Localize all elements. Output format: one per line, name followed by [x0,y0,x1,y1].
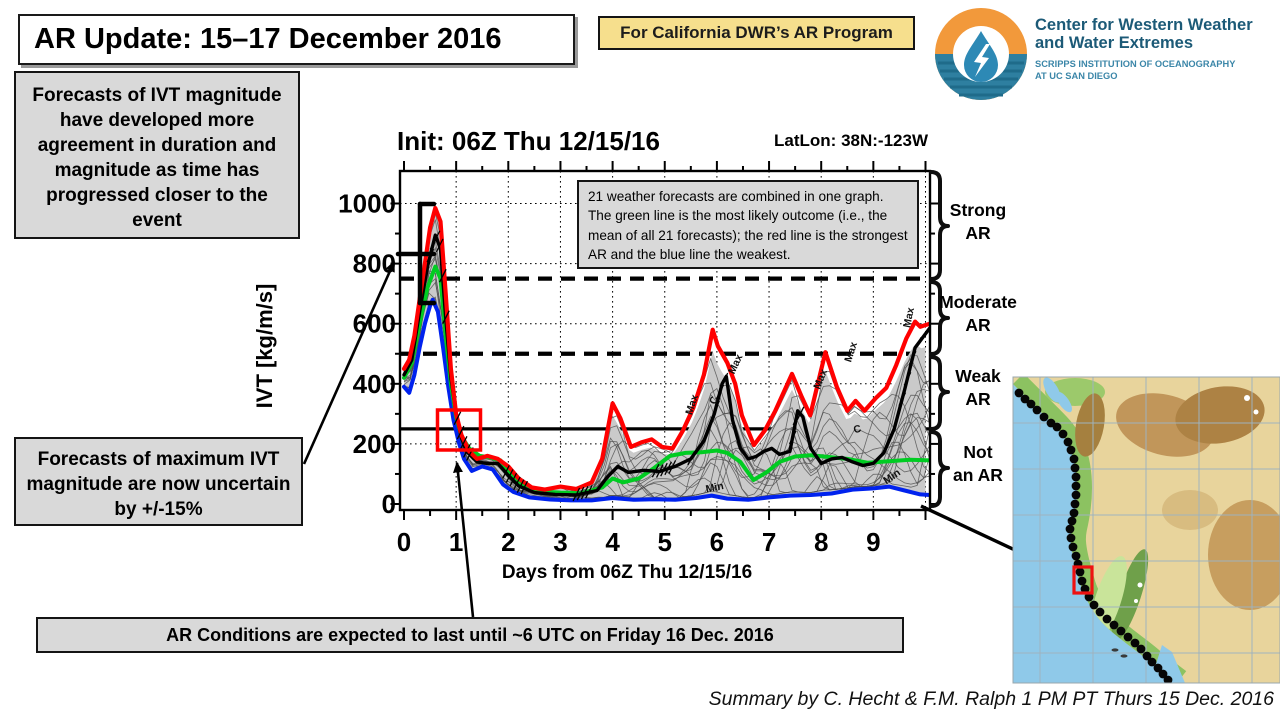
series-weakest-line [402,297,930,503]
callout-agreement: Forecasts of IVT magnitude have develope… [14,71,300,239]
chart-latlon-label: LatLon: 38N:-123W [774,131,929,150]
band-label-moderate-ar: Moderate AR [939,292,1017,336]
map-highlight-box [1072,565,1094,595]
band-label-not-an-ar: Not an AR [953,442,1003,486]
logo-wordmark: Center for Western Weather and Water Ext… [1035,16,1280,83]
dwr-program-badge-text: For California DWR’s AR Program [620,23,893,42]
callout-duration: AR Conditions are expected to last until… [36,617,904,653]
callout-uncertainty: Forecasts of maximum IVT magnitude are n… [14,437,303,526]
inline-label: Min [705,480,725,495]
page-title-text: AR Update: 15–17 December 2016 [34,23,502,55]
x-axis-label: Days from 06Z Thu 12/15/16 [502,562,752,583]
logo-org-name: Center for Western Weather and Water Ext… [1035,16,1253,53]
x-tick-label: 8 [814,527,828,557]
dwr-program-badge: For California DWR’s AR Program [598,16,915,50]
series-strongest-line [401,205,930,492]
y-tick-label: 0 [382,489,396,519]
cw3e-logo [935,8,1027,100]
band-label-weak-ar: Weak AR [955,366,1001,410]
inline-label: C [852,423,863,437]
page-title: AR Update: 15–17 December 2016 [18,14,575,65]
y-axis-label: IVT [kg/m/s] [252,284,277,409]
chart-highlight-box [435,408,483,452]
x-tick-label: 3 [553,527,567,557]
x-tick-label: 2 [501,527,515,557]
x-tick-label: 6 [710,527,724,557]
duration-arrow [453,461,475,618]
inline-label: C [707,394,721,405]
chart-title: Init: 06Z Thu 12/15/16 [397,126,660,156]
x-tick-label: 0 [397,527,411,557]
x-tick-label: 1 [449,527,463,557]
y-tick-label: 1000 [338,189,396,219]
band-label-strong-ar: Strong AR [949,200,1007,244]
y-tick-label: 400 [353,369,396,399]
uncertainty-bracket [395,201,437,306]
x-tick-label: 7 [762,527,776,557]
x-tick-label: 5 [658,527,672,557]
x-tick-label: 9 [866,527,880,557]
inline-label: Max [726,352,746,376]
y-tick-label: 600 [353,309,396,339]
logo-institution: SCRIPPS INSTITUTION OF OCEANOGRAPHY AT U… [1035,58,1236,82]
coast-map [1013,377,1280,683]
chart-explainer-note: 21 weather forecasts are combined in one… [577,180,919,269]
ar-category-braces [929,170,950,508]
uncertainty-arrow [302,260,396,465]
inline-label: Max [901,306,917,329]
inline-label: Max [842,340,860,363]
lightning-bolt-icon [974,44,990,77]
summary-credit: Summary by C. Hecht & F.M. Ralph 1 PM PT… [708,688,1274,710]
y-tick-label: 200 [353,429,396,459]
x-tick-label: 4 [605,527,620,557]
